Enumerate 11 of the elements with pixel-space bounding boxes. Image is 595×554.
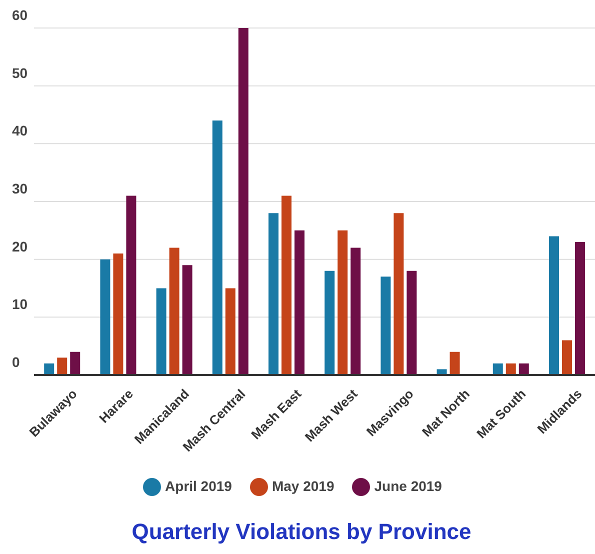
y-tick-label: 0 bbox=[12, 354, 20, 370]
legend-label: April 2019 bbox=[165, 478, 232, 494]
legend-label: June 2019 bbox=[374, 478, 442, 494]
legend-label: May 2019 bbox=[272, 478, 334, 494]
y-tick-label: 50 bbox=[12, 64, 28, 81]
y-tick-label: 10 bbox=[12, 296, 28, 312]
y-tick-label: 40 bbox=[12, 122, 28, 139]
y-tick-label: 60 bbox=[12, 7, 28, 23]
y-tick-label: 20 bbox=[12, 238, 28, 254]
text: Quarterly Violations by Province bbox=[130, 519, 472, 545]
y-tick-label: 30 bbox=[12, 180, 28, 196]
